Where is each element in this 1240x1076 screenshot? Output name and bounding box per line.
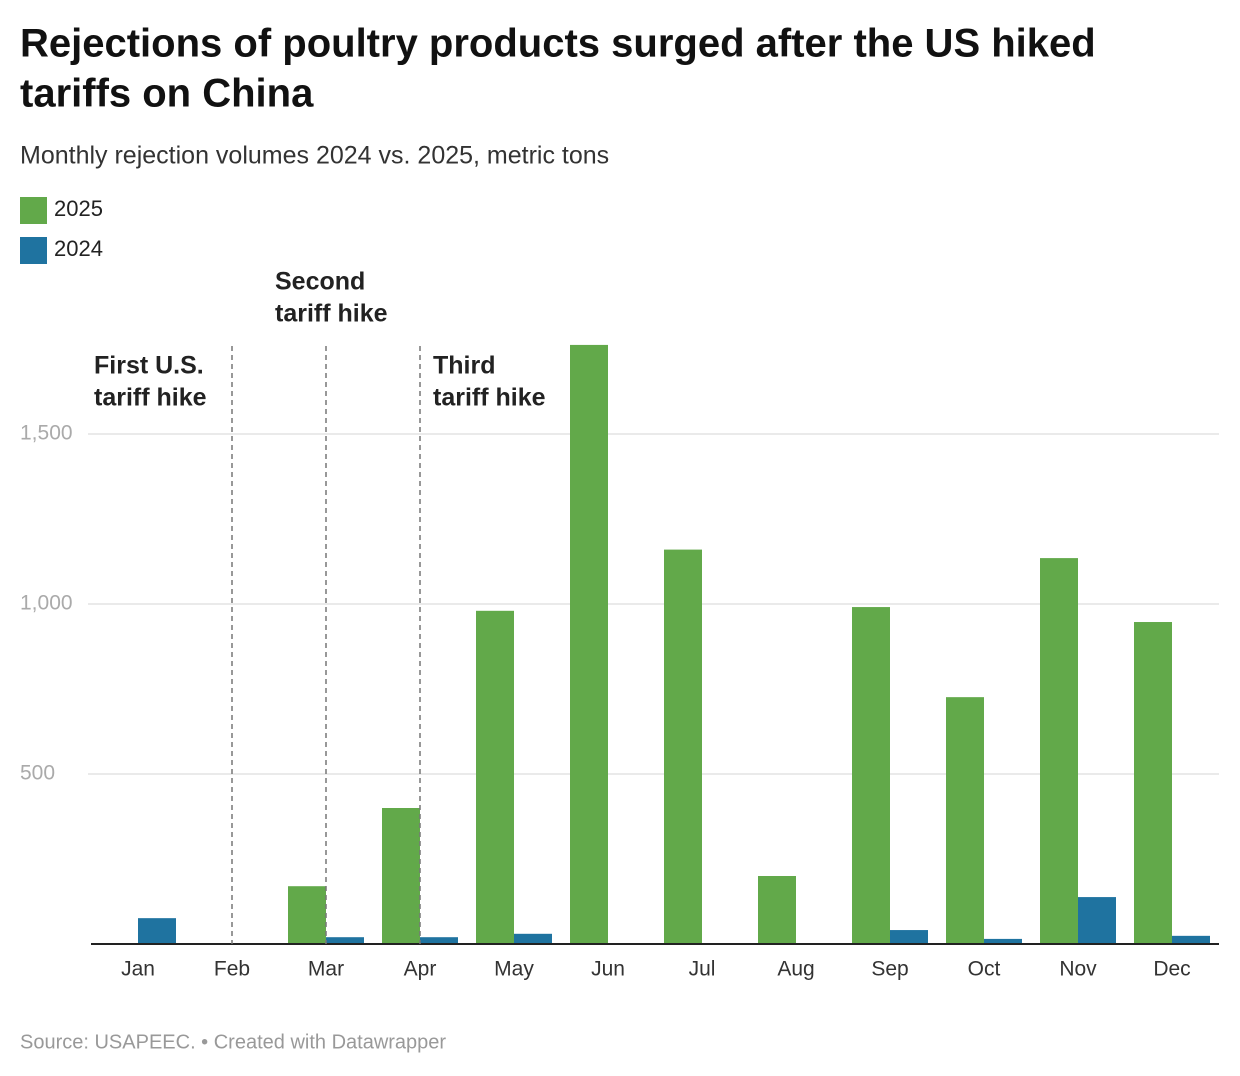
bar [326, 937, 364, 944]
y-tick-label: 1,000 [20, 592, 73, 615]
bar [514, 933, 552, 944]
legend-swatch [20, 197, 47, 224]
bar [758, 876, 796, 944]
legend-label: 2025 [54, 196, 103, 221]
bar [1040, 558, 1078, 944]
bar [984, 938, 1022, 944]
bar [288, 886, 326, 944]
bar [420, 937, 458, 944]
legend-label: 2024 [54, 236, 103, 261]
x-tick-label: Nov [1059, 958, 1097, 981]
x-tick-label: Mar [308, 958, 344, 981]
annotation-text: tariff hike [94, 384, 207, 412]
x-tick-label: Aug [777, 958, 814, 981]
annotation-text: Second [275, 268, 365, 296]
annotation-text: Third [433, 352, 496, 380]
x-tick-label: Sep [871, 958, 908, 981]
annotation-text: tariff hike [275, 300, 388, 328]
x-tick-label: Jan [121, 958, 155, 981]
bar [570, 344, 608, 944]
chart-title: tariffs on China [20, 72, 314, 116]
x-tick-label: Oct [968, 958, 1001, 981]
x-tick-label: Feb [214, 958, 250, 981]
x-tick-label: Dec [1153, 958, 1190, 981]
bar [476, 610, 514, 944]
bar [382, 808, 420, 944]
bar [890, 930, 928, 944]
annotation-text: tariff hike [433, 384, 546, 412]
y-tick-label: 1,500 [20, 422, 73, 445]
y-tick-label: 500 [20, 762, 55, 785]
x-tick-label: May [494, 958, 534, 981]
bar [946, 697, 984, 944]
x-tick-label: Apr [404, 958, 437, 981]
bar [1172, 935, 1210, 944]
bar [1134, 622, 1172, 944]
bar [1078, 897, 1116, 944]
bar [138, 918, 176, 944]
x-tick-label: Jul [689, 958, 716, 981]
legend-swatch [20, 237, 47, 264]
bar [852, 607, 890, 944]
chart-title: Rejections of poultry products surged af… [20, 22, 1096, 66]
x-tick-label: Jun [591, 958, 625, 981]
source: Source: USAPEEC. • Created with Datawrap… [20, 1031, 446, 1053]
annotation-text: First U.S. [94, 352, 204, 380]
chart-subtitle: Monthly rejection volumes 2024 vs. 2025,… [20, 142, 609, 170]
bar [664, 549, 702, 944]
